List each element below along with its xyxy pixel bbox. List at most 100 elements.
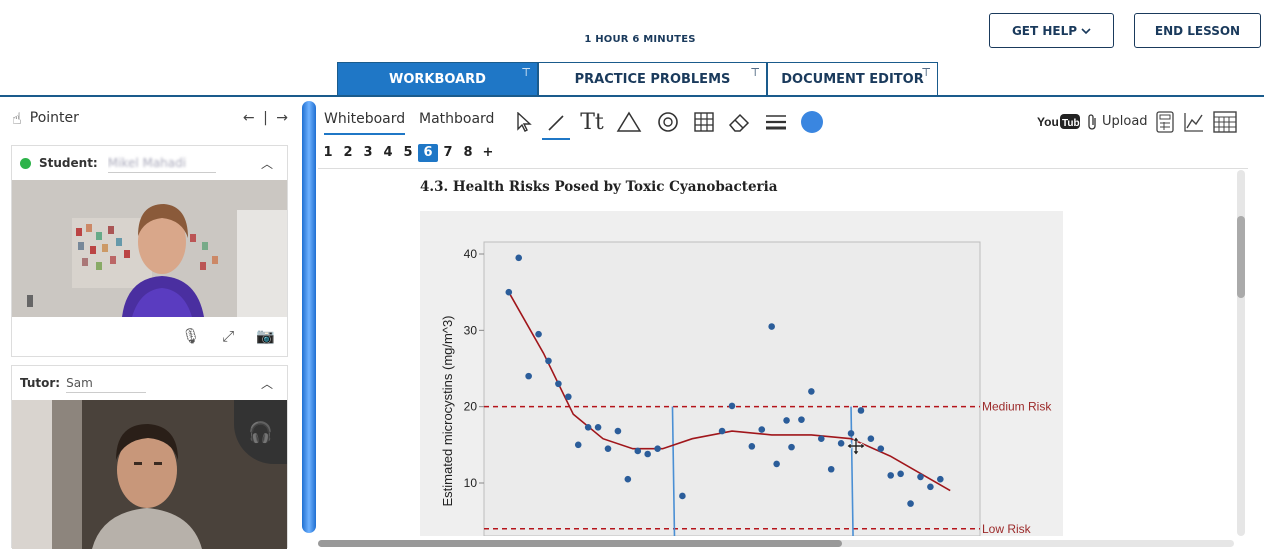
trend-line [508, 291, 951, 492]
main-tabs: WORKBOARD ⊤ PRACTICE PROBLEMS ⊤ DOCUMENT… [337, 62, 938, 96]
data-point [887, 472, 895, 479]
horizontal-scroll-thumb[interactable] [318, 540, 842, 547]
line-tool-icon[interactable] [542, 108, 570, 140]
whiteboard-scroll-rail[interactable] [302, 101, 316, 533]
data-point [505, 288, 513, 296]
pin-icon[interactable]: ⊤ [921, 66, 931, 79]
camera-icon[interactable]: 📷 [256, 327, 275, 345]
pointer-label: Pointer [29, 110, 79, 126]
student-video-frame [12, 180, 287, 317]
get-help-label: GET HELP [1011, 23, 1078, 38]
grid-tool-icon[interactable] [690, 108, 718, 136]
data-point [614, 427, 622, 435]
online-status-icon [20, 157, 31, 169]
end-lesson-button[interactable]: END LESSON [1134, 13, 1261, 48]
chevron-up-icon[interactable]: ︿ [260, 156, 273, 171]
student-video-controls: 🎙 ⤢ 📷 [12, 317, 287, 355]
data-point [515, 254, 523, 262]
pointer-row: ☝ Pointer ← | → [12, 107, 290, 129]
page-button[interactable]: 1 [323, 145, 333, 160]
vertical-scrollbar[interactable] [1237, 170, 1245, 536]
page-selector: 1 2 3 4 5 6 7 8 + [318, 144, 498, 162]
paperclip-icon[interactable] [1084, 108, 1100, 136]
data-point [555, 380, 562, 388]
data-point [917, 473, 924, 481]
tutor-label: Tutor: [20, 376, 61, 390]
tab-divider [0, 95, 1264, 97]
page-button[interactable]: 7 [443, 145, 453, 160]
data-point [827, 465, 835, 473]
tab-document-editor[interactable]: DOCUMENT EDITOR ⊤ [767, 62, 938, 96]
eraser-tool-icon[interactable] [725, 108, 753, 136]
data-point [535, 330, 542, 338]
text-tool-icon[interactable]: Tt [580, 109, 604, 135]
data-point [768, 323, 775, 330]
fullscreen-icon[interactable]: ⤢ [222, 327, 235, 345]
svg-text:You: You [1037, 115, 1059, 129]
data-point [594, 423, 602, 431]
line-weight-icon[interactable] [762, 108, 790, 136]
page-button[interactable]: 8 [463, 145, 473, 160]
page-button[interactable]: 5 [403, 145, 413, 160]
data-point [525, 372, 532, 380]
add-page-button[interactable]: + [482, 145, 494, 160]
panel-nav-arrows[interactable]: ← | → [242, 110, 290, 126]
threshold-label: Medium Risk [982, 400, 1052, 414]
shape-tool-icon[interactable] [615, 108, 643, 136]
data-point [783, 417, 790, 424]
tab-workboard[interactable]: WORKBOARD ⊤ [337, 62, 538, 96]
hand-pointer-icon[interactable]: ☝ [12, 108, 22, 128]
table-icon[interactable] [1211, 108, 1239, 136]
calculator-icon[interactable] [1151, 108, 1179, 136]
data-point [837, 440, 845, 447]
page-button[interactable]: 4 [383, 145, 393, 160]
y-tick-label: 10 [464, 476, 478, 490]
tab-label: WORKBOARD [389, 72, 486, 87]
y-tick-label: 40 [464, 247, 478, 261]
whiteboard-canvas[interactable]: 4.3. Health Risks Posed by Toxic Cyanoba… [318, 170, 1236, 536]
y-tick-label: 20 [464, 400, 478, 414]
tab-practice-problems[interactable]: PRACTICE PROBLEMS ⊤ [538, 62, 767, 96]
data-point [624, 475, 632, 483]
lesson-timer: 1 HOUR 6 MINUTES [584, 34, 696, 45]
page-button-active[interactable]: 6 [418, 144, 438, 162]
pin-icon[interactable]: ⊤ [750, 66, 760, 79]
page-button[interactable]: 3 [363, 145, 373, 160]
tab-whiteboard[interactable]: Whiteboard [324, 111, 406, 135]
document-title: 4.3. Health Risks Posed by Toxic Cyanoba… [420, 179, 778, 195]
horizontal-scrollbar[interactable] [318, 540, 1234, 547]
threshold-label: Low Risk [982, 522, 1032, 536]
youtube-icon[interactable]: YouTube [1036, 108, 1082, 136]
data-point [857, 407, 865, 414]
data-point [788, 443, 795, 451]
chevron-up-icon[interactable]: ︿ [260, 376, 273, 391]
data-point [634, 447, 642, 455]
graph-icon[interactable] [1180, 108, 1208, 136]
select-tool-icon[interactable] [511, 108, 539, 136]
student-name-field[interactable]: Mikel Mahadi [107, 153, 216, 173]
microphone-icon[interactable]: 🎙 [181, 327, 201, 345]
lasso-tool-icon[interactable] [654, 108, 682, 136]
data-point [604, 445, 612, 452]
data-point [808, 388, 815, 395]
data-point [867, 435, 875, 443]
get-help-button[interactable]: GET HELP [989, 13, 1114, 48]
vertical-marker-line [850, 406, 854, 536]
color-picker-icon[interactable] [798, 108, 826, 136]
vertical-scroll-thumb[interactable] [1237, 216, 1245, 298]
headset-icon[interactable]: 🎧 [234, 400, 287, 464]
svg-text:Tube: Tube [1062, 118, 1081, 129]
data-point [877, 445, 885, 452]
data-point [584, 423, 592, 431]
page-button[interactable]: 2 [343, 145, 353, 160]
tab-label: PRACTICE PROBLEMS [574, 72, 731, 87]
tutor-name-field[interactable]: Sam [66, 373, 147, 393]
upload-label[interactable]: Upload [1102, 114, 1148, 129]
chart-image: 10 20 30 40 Medium Risk Low Risk Estimated m… [420, 211, 1063, 536]
tab-mathboard[interactable]: Mathboard [419, 111, 495, 127]
tutor-video: 🎧 [12, 400, 287, 549]
vertical-marker-line [671, 406, 676, 536]
data-point [654, 445, 661, 452]
tutor-card: Tutor: Sam ︿ 🎧 [11, 365, 288, 549]
pin-icon[interactable]: ⊤ [521, 66, 531, 79]
